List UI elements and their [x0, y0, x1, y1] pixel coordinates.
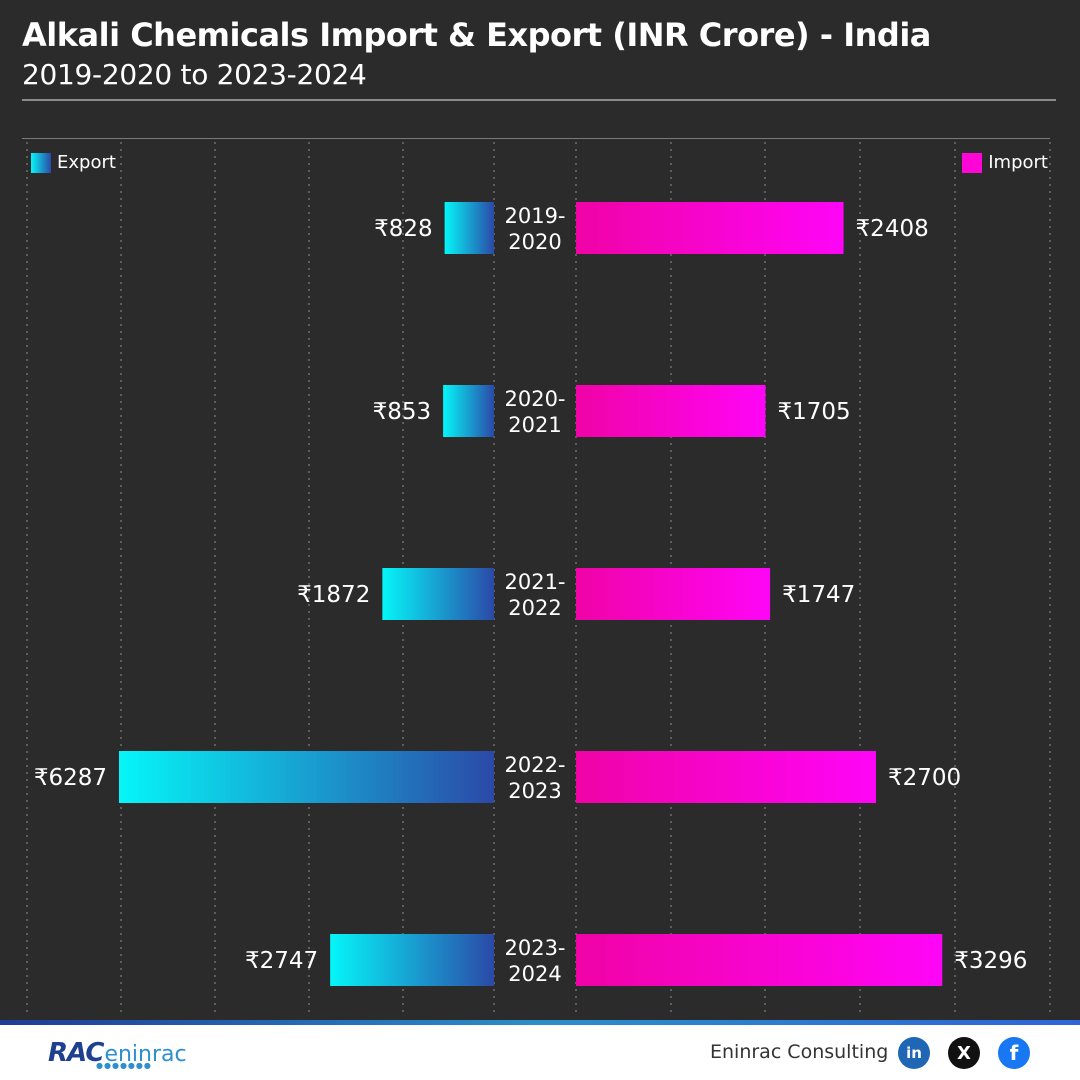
legend-import: Import: [962, 152, 1048, 173]
legend-import-label: Import: [988, 152, 1048, 173]
logo-rac-text: RAC: [48, 1038, 104, 1068]
category-label-line2-3: 2023: [508, 779, 561, 803]
import-value-label-3: ₹2700: [888, 765, 961, 791]
import-value-label-2: ₹1747: [782, 582, 855, 608]
logo-dots-decoration: ●●●●●●●: [96, 1061, 152, 1070]
category-label-line1-3: 2022-: [504, 753, 565, 777]
footer-accent-line: [0, 1020, 1080, 1025]
eninrac-logo[interactable]: RAC eninrac: [48, 1038, 187, 1068]
category-label-line1-2: 2021-: [504, 570, 565, 594]
export-bar-0: [444, 202, 494, 254]
category-label-line1-0: 2019-: [504, 204, 565, 228]
import-value-label-4: ₹3296: [954, 948, 1027, 974]
import-value-label-1: ₹1705: [777, 399, 850, 425]
legend-export: Export: [31, 152, 116, 173]
chart-subtitle: 2019-2020 to 2023-2024: [22, 58, 367, 91]
category-label-line2-2: 2022: [508, 596, 561, 620]
export-value-label-2: ₹1872: [297, 582, 370, 608]
export-bar-2: [382, 568, 494, 620]
export-bar-4: [330, 934, 494, 986]
facebook-icon[interactable]: f: [998, 1037, 1030, 1069]
header-divider: [22, 99, 1056, 101]
import-bar-4: [576, 934, 943, 986]
export-swatch: [31, 152, 51, 173]
export-value-label-3: ₹6287: [34, 765, 107, 791]
import-bar-2: [576, 568, 771, 620]
bars: ₹828 ₹2408 2019-2020 ₹853 ₹1705 2020-2021 ₹187…: [34, 202, 1027, 986]
import-swatch: [962, 152, 983, 173]
category-label-line2-4: 2024: [508, 962, 561, 986]
company-name: Eninrac Consulting: [710, 1041, 889, 1063]
legend-export-label: Export: [57, 152, 116, 173]
category-label-line2-1: 2021: [508, 413, 561, 437]
category-label-line1-1: 2020-: [504, 387, 565, 411]
chart-title: Alkali Chemicals Import & Export (INR Cr…: [22, 16, 931, 54]
linkedin-icon[interactable]: in: [898, 1037, 930, 1069]
export-bar-3: [119, 751, 494, 803]
import-bar-3: [576, 751, 876, 803]
export-bar-1: [443, 385, 494, 437]
export-value-label-1: ₹853: [373, 399, 432, 425]
export-value-label-4: ₹2747: [245, 948, 318, 974]
footer: RAC eninrac ●●●●●●● Eninrac Consulting i…: [0, 1025, 1080, 1080]
import-bar-0: [576, 202, 844, 254]
import-value-label-0: ₹2408: [856, 216, 929, 242]
logo-eninrac-text: eninrac: [104, 1042, 187, 1067]
category-label-line2-0: 2020: [508, 230, 561, 254]
chart-header: Alkali Chemicals Import & Export (INR Cr…: [22, 16, 1056, 91]
x-twitter-icon[interactable]: X: [948, 1037, 980, 1069]
category-label-line1-4: 2023-: [504, 936, 565, 960]
import-bar-1: [576, 385, 766, 437]
chart-top-divider: [22, 138, 1050, 139]
export-value-label-0: ₹828: [374, 216, 433, 242]
